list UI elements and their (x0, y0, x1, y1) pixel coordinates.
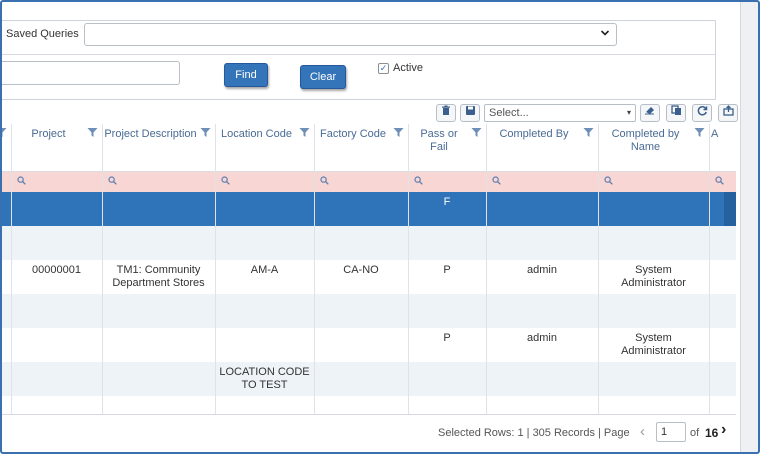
active-checkbox[interactable]: ✓ (378, 63, 389, 74)
filter-funnel-icon[interactable] (583, 127, 594, 138)
clear-button[interactable]: Clear (300, 65, 346, 89)
copy-icon (670, 105, 682, 119)
column-search-icon[interactable] (221, 176, 230, 187)
column-header-project[interactable]: Project (31, 128, 66, 140)
column-header-project-description[interactable]: Project Description (104, 128, 197, 140)
grid-header (0, 124, 736, 172)
table-cell-location-code: LOCATION CODE TO TEST (219, 366, 310, 391)
page-scrollbar[interactable] (740, 2, 758, 452)
delete-button[interactable] (436, 104, 456, 122)
delete-icon (441, 105, 451, 119)
eraser-icon (644, 107, 656, 118)
column-header-completed-by[interactable]: Completed By (499, 128, 569, 140)
column-divider[interactable] (314, 124, 315, 414)
table-row[interactable] (0, 294, 736, 328)
table-cell-completed-by-name: System Administrator (621, 332, 686, 357)
panel-divider (2, 54, 715, 55)
column-header-next[interactable]: A (711, 128, 719, 140)
grid-filter-row (0, 172, 736, 192)
table-cell-pass-fail: F (443, 196, 451, 208)
eraser-button[interactable] (640, 104, 660, 122)
saved-queries-label: Saved Queries (6, 28, 79, 40)
save-icon (465, 106, 476, 119)
export-icon (722, 105, 734, 119)
filter-funnel-icon[interactable] (200, 127, 211, 138)
refresh-icon (697, 106, 708, 119)
column-divider[interactable] (11, 124, 12, 414)
column-divider[interactable] (598, 124, 599, 414)
data-grid: F 00000001 TM1: Community Department Store… (0, 124, 736, 414)
filter-funnel-icon[interactable] (393, 127, 404, 138)
find-button[interactable]: Find (224, 63, 268, 87)
column-search-icon[interactable] (17, 176, 26, 187)
filter-funnel-icon[interactable] (471, 127, 482, 138)
filter-funnel-icon[interactable] (299, 127, 310, 138)
table-cell-completed-by: admin (527, 264, 557, 276)
table-cell-location-code: AM-A (250, 264, 279, 276)
action-select[interactable]: Select... ▾ (484, 104, 636, 122)
table-row[interactable]: LOCATION CODE TO TEST (0, 362, 736, 396)
page-of-label: of (690, 427, 700, 439)
refresh-button[interactable] (692, 104, 712, 122)
column-header-location-code[interactable]: Location Code (221, 128, 292, 140)
table-cell-project: 00000001 (32, 264, 81, 276)
grid-footer: Selected Rows: 1 | 305 Records | Page ‹ … (0, 414, 736, 452)
selected-row-edge (724, 192, 736, 226)
filter-funnel-icon[interactable] (694, 127, 705, 138)
table-cell-completed-by-name: System Administrator (621, 264, 686, 289)
column-divider[interactable] (486, 124, 487, 414)
table-row[interactable]: 00000001 TM1: Community Department Stores… (0, 260, 736, 294)
column-search-icon[interactable] (604, 176, 613, 187)
saved-queries-select[interactable] (84, 23, 617, 46)
table-cell-project-description: TM1: Community Department Stores (112, 264, 205, 289)
table-row[interactable] (0, 226, 736, 260)
filter-funnel-icon[interactable] (87, 127, 98, 138)
table-cell-completed-by: admin (527, 332, 557, 344)
action-select-value: Select... (489, 107, 529, 119)
export-button[interactable] (718, 104, 738, 122)
page-total: 16 (705, 426, 719, 440)
pagination-status: Selected Rows: 1 | 305 Records | Page (438, 427, 630, 439)
chevron-down-icon (600, 28, 610, 41)
table-row[interactable]: F (0, 192, 736, 226)
caret-down-icon: ▾ (626, 108, 631, 117)
column-header-factory-code[interactable]: Factory Code (319, 128, 387, 140)
filter-panel: Saved Queries Find Clear ✓ Active (0, 20, 716, 100)
column-search-icon[interactable] (414, 176, 423, 187)
active-label: Active (393, 62, 423, 74)
page-number-input[interactable]: 1 (656, 422, 686, 442)
filter-funnel-icon[interactable] (0, 127, 7, 138)
table-cell-factory-code: CA-NO (343, 264, 379, 276)
column-divider[interactable] (408, 124, 409, 414)
prev-page-button[interactable]: ‹ (640, 423, 645, 440)
column-search-icon[interactable] (715, 176, 724, 187)
column-divider[interactable] (102, 124, 103, 414)
copy-button[interactable] (666, 104, 686, 122)
column-search-icon[interactable] (320, 176, 329, 187)
search-input[interactable] (0, 61, 180, 85)
column-search-icon[interactable] (108, 176, 117, 187)
table-cell-pass-fail: P (443, 332, 451, 344)
column-header-pass-fail[interactable]: Pass or Fail (420, 128, 458, 153)
save-button[interactable] (460, 104, 480, 122)
column-divider[interactable] (215, 124, 216, 414)
column-header-completed-by-name[interactable]: Completed by Name (611, 128, 680, 153)
column-divider[interactable] (709, 124, 710, 414)
next-page-button[interactable]: › (721, 421, 727, 438)
column-search-icon[interactable] (492, 176, 501, 187)
table-cell-pass-fail: P (443, 264, 451, 276)
